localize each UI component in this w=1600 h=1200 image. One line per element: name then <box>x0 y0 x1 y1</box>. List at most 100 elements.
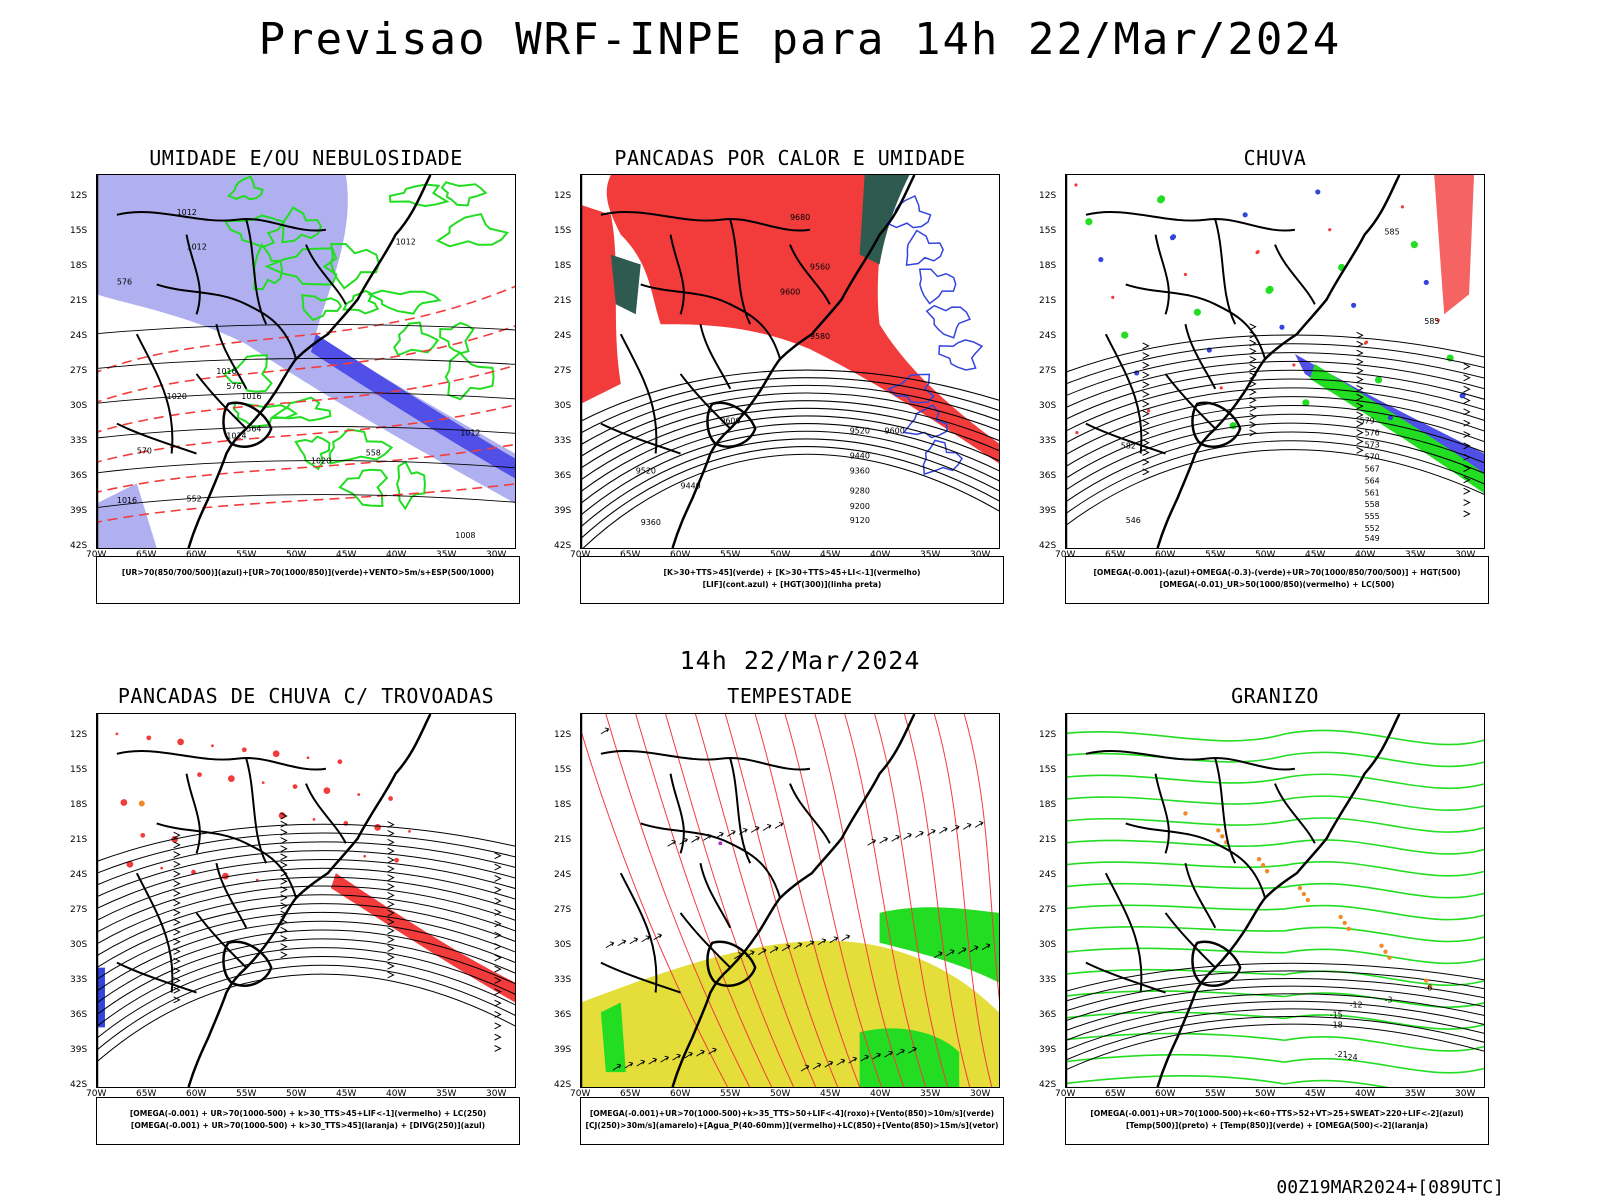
temp-850hpa-contour <box>1066 1053 1484 1074</box>
humidity-low-level-contour <box>270 396 332 422</box>
lon-tick-label: 45W <box>336 550 357 560</box>
lat-tick-label: 33S <box>554 436 572 446</box>
wind-vector <box>727 829 736 837</box>
flow-arrow <box>173 938 181 946</box>
contour-value-label: -6 <box>1424 984 1432 993</box>
temp-500hpa-contour <box>1066 970 1484 1002</box>
lat-tick-label: 39S <box>1039 1045 1057 1055</box>
panel-1-map-graphic: 1012 1012 1012 1016 1016 1020 1024 1020 1016 1012… <box>97 175 515 548</box>
lat-tick-label: 21S <box>1039 835 1057 845</box>
flow-arrow <box>1463 465 1471 472</box>
precip-cell <box>1410 241 1418 249</box>
streamline <box>1066 369 1484 420</box>
flow-arrow <box>1356 358 1364 366</box>
lat-tick-label: 36S <box>554 471 572 481</box>
lon-tick-label: 65W <box>1105 550 1126 560</box>
lon-tick-label: 65W <box>620 1089 641 1099</box>
wind-vector <box>691 835 700 843</box>
lon-tick-label: 60W <box>186 1089 207 1099</box>
precip-cell <box>1121 331 1129 339</box>
thunderstorm-cell <box>211 744 214 748</box>
lat-tick-label: 39S <box>1039 506 1057 516</box>
lon-tick-label: 40W <box>1355 1089 1376 1099</box>
flow-arrow <box>1142 468 1150 476</box>
wind-vector <box>624 1061 634 1069</box>
lat-tick-label: 24S <box>70 331 88 341</box>
flow-arrow <box>1356 384 1364 392</box>
temp-850hpa-contour <box>1066 904 1484 921</box>
contour-value-label: 561 <box>1365 488 1380 497</box>
temp-850hpa-contour <box>1066 926 1484 943</box>
precip-cell <box>1279 324 1285 330</box>
temp-850hpa-contour <box>1066 817 1484 833</box>
flow-arrow <box>1142 361 1150 369</box>
panel-5-map-graphic <box>581 714 999 1087</box>
humidity-low-level-contour <box>444 351 495 401</box>
lat-tick-label: 39S <box>70 1045 88 1055</box>
precip-cell <box>1074 183 1078 187</box>
precip-cell <box>1387 415 1394 421</box>
flow-arrow <box>173 880 181 888</box>
flow-arrow <box>387 874 395 882</box>
height-300hpa-contour <box>581 377 999 434</box>
height-300hpa-contour <box>581 446 999 540</box>
precip-cell <box>1315 189 1321 195</box>
flow-arrow <box>1356 340 1364 348</box>
lon-tick-label: 45W <box>336 1089 357 1099</box>
lon-tick-label: 50W <box>770 550 791 560</box>
streamline <box>1066 449 1484 527</box>
panel-5-title: TEMPESTADE <box>727 684 853 708</box>
contour-value-label: 9600 <box>885 427 905 436</box>
isobar-line <box>97 392 515 404</box>
wind-vector <box>762 823 772 831</box>
temp-850hpa-contour <box>1066 773 1484 790</box>
lon-tick-label: 55W <box>720 550 741 560</box>
legend-line: [K>30+TTS>45](verde) + [K>30+TTS>45+LI<-… <box>663 568 921 577</box>
precipitable-water-contour <box>784 714 883 1087</box>
thunderstorm-cell <box>374 824 382 831</box>
lon-tick-label: 30W <box>1455 550 1476 560</box>
flow-arrow <box>1249 323 1257 331</box>
isobar-line <box>97 358 515 369</box>
lat-tick-label: 15S <box>554 765 572 775</box>
lon-tick-label: 45W <box>1305 550 1326 560</box>
humidity-low-level-contour <box>338 468 389 508</box>
lon-tick-label: 30W <box>970 1089 991 1099</box>
wind-vector <box>872 1052 881 1060</box>
flow-arrow <box>1356 402 1364 410</box>
low-level-jet-area-south <box>859 1028 960 1087</box>
contour-value-label: 9360 <box>850 466 870 475</box>
wind-vector <box>879 836 888 844</box>
hail-omega-cell <box>1301 891 1307 897</box>
hail-omega-cell <box>1342 920 1347 926</box>
lon-tick-label: 40W <box>870 1089 891 1099</box>
thunderstorm-cell <box>140 832 146 838</box>
temp-850hpa-contour <box>1066 1075 1390 1087</box>
wind-vector <box>684 1051 693 1059</box>
contour-value-label: -12 <box>1350 1000 1363 1009</box>
run-timestamp: 00Z19MAR2024+[089UTC] <box>1276 1177 1504 1198</box>
wind-vector <box>605 941 615 949</box>
contour-value-label: 570 <box>1365 452 1380 461</box>
height-300hpa-contour <box>581 438 999 528</box>
streamline <box>1066 413 1484 479</box>
humidity-low-level-contour <box>367 289 442 315</box>
contour-value-label: 558 <box>1365 500 1380 509</box>
hail-omega-cell <box>1383 949 1388 954</box>
flow-arrow <box>1463 385 1471 393</box>
precip-cell <box>1219 386 1223 390</box>
temp-850hpa-contour <box>1066 947 1484 965</box>
contour-value-label: 9520 <box>850 427 870 436</box>
flow-arrow <box>1142 449 1150 456</box>
hail-omega-cell <box>1379 943 1384 948</box>
panel-4-map-graphic <box>97 714 515 1087</box>
humidity-core-band <box>310 334 515 479</box>
flow-arrow <box>1356 438 1364 445</box>
contour-value-label: 564 <box>1365 476 1380 485</box>
height-300hpa-contour <box>581 392 999 458</box>
humidity-low-level-contour <box>328 428 394 465</box>
flow-arrow <box>387 900 395 908</box>
panel-6-map: -12 -15 -18 -21 -24 -3 -6 <box>1065 713 1485 1088</box>
flow-arrow <box>1249 339 1257 347</box>
temp-500hpa-contour <box>1066 1008 1484 1051</box>
